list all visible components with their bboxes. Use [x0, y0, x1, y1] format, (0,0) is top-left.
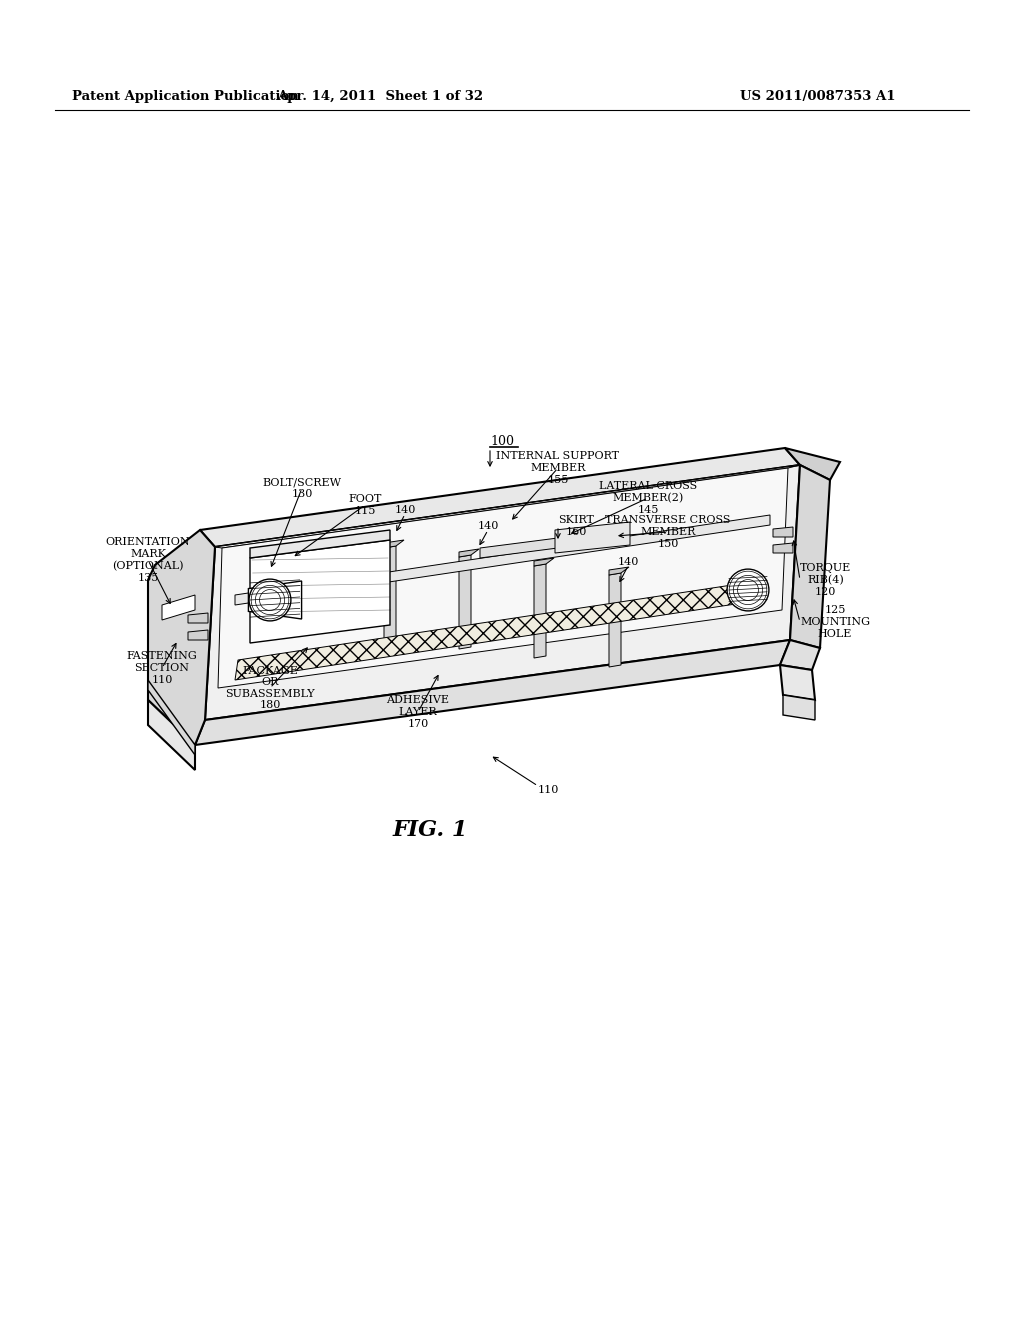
Polygon shape: [534, 564, 546, 657]
Text: US 2011/0087353 A1: US 2011/0087353 A1: [740, 90, 896, 103]
Polygon shape: [148, 531, 215, 744]
Text: 140: 140: [394, 506, 416, 515]
Polygon shape: [195, 640, 790, 744]
Text: SKIRT
160: SKIRT 160: [558, 515, 594, 537]
Polygon shape: [205, 465, 800, 719]
Text: ORIENTATION
MARK
(OPTIONAL)
135: ORIENTATION MARK (OPTIONAL) 135: [105, 537, 190, 582]
Text: BOLT/SCREW
130: BOLT/SCREW 130: [262, 478, 341, 499]
Text: 140: 140: [477, 521, 499, 531]
Polygon shape: [188, 630, 208, 640]
Polygon shape: [534, 558, 554, 566]
Text: 100: 100: [490, 436, 514, 447]
Polygon shape: [188, 612, 208, 623]
Text: Apr. 14, 2011  Sheet 1 of 32: Apr. 14, 2011 Sheet 1 of 32: [276, 90, 483, 103]
Polygon shape: [250, 540, 390, 643]
Text: FASTENING
SECTION
110: FASTENING SECTION 110: [127, 651, 198, 685]
Polygon shape: [609, 573, 621, 667]
Polygon shape: [780, 665, 815, 700]
Text: FIG. 1: FIG. 1: [392, 818, 468, 841]
Polygon shape: [459, 549, 479, 557]
Polygon shape: [773, 527, 793, 537]
Polygon shape: [218, 469, 788, 688]
Text: Patent Application Publication: Patent Application Publication: [72, 90, 299, 103]
Polygon shape: [790, 465, 830, 648]
Polygon shape: [780, 640, 820, 671]
Text: 125
MOUNTING
HOLE: 125 MOUNTING HOLE: [800, 606, 870, 639]
Polygon shape: [555, 521, 630, 553]
Polygon shape: [609, 568, 629, 576]
Polygon shape: [480, 531, 620, 558]
Text: INTERNAL SUPPORT
MEMBER
155: INTERNAL SUPPORT MEMBER 155: [497, 451, 620, 484]
Text: PACKAGE
OR
SUBASSEMBLY
180: PACKAGE OR SUBASSEMBLY 180: [225, 665, 314, 710]
Polygon shape: [148, 700, 195, 770]
Text: ADHESIVE
LAYER
170: ADHESIVE LAYER 170: [386, 696, 450, 729]
Polygon shape: [384, 546, 396, 640]
Polygon shape: [200, 447, 800, 546]
Polygon shape: [384, 540, 404, 548]
Polygon shape: [250, 531, 390, 558]
Text: 140: 140: [617, 557, 639, 568]
Text: LATERAL CROSS
MEMBER(2)
145: LATERAL CROSS MEMBER(2) 145: [599, 482, 697, 515]
Polygon shape: [148, 680, 195, 755]
Polygon shape: [459, 554, 471, 649]
Polygon shape: [162, 595, 195, 620]
Polygon shape: [773, 543, 793, 553]
Polygon shape: [215, 465, 800, 548]
Polygon shape: [234, 515, 770, 605]
Text: FOOT
115: FOOT 115: [348, 494, 382, 516]
Polygon shape: [234, 579, 765, 680]
Polygon shape: [783, 696, 815, 719]
Polygon shape: [249, 581, 302, 619]
Circle shape: [727, 569, 769, 611]
Text: 110: 110: [538, 785, 559, 795]
Polygon shape: [785, 447, 840, 480]
Circle shape: [249, 579, 291, 620]
Text: TRANSVERSE CROSS
MEMBER
150: TRANSVERSE CROSS MEMBER 150: [605, 515, 731, 549]
Text: TORQUE
RIB(4)
120: TORQUE RIB(4) 120: [800, 564, 851, 597]
